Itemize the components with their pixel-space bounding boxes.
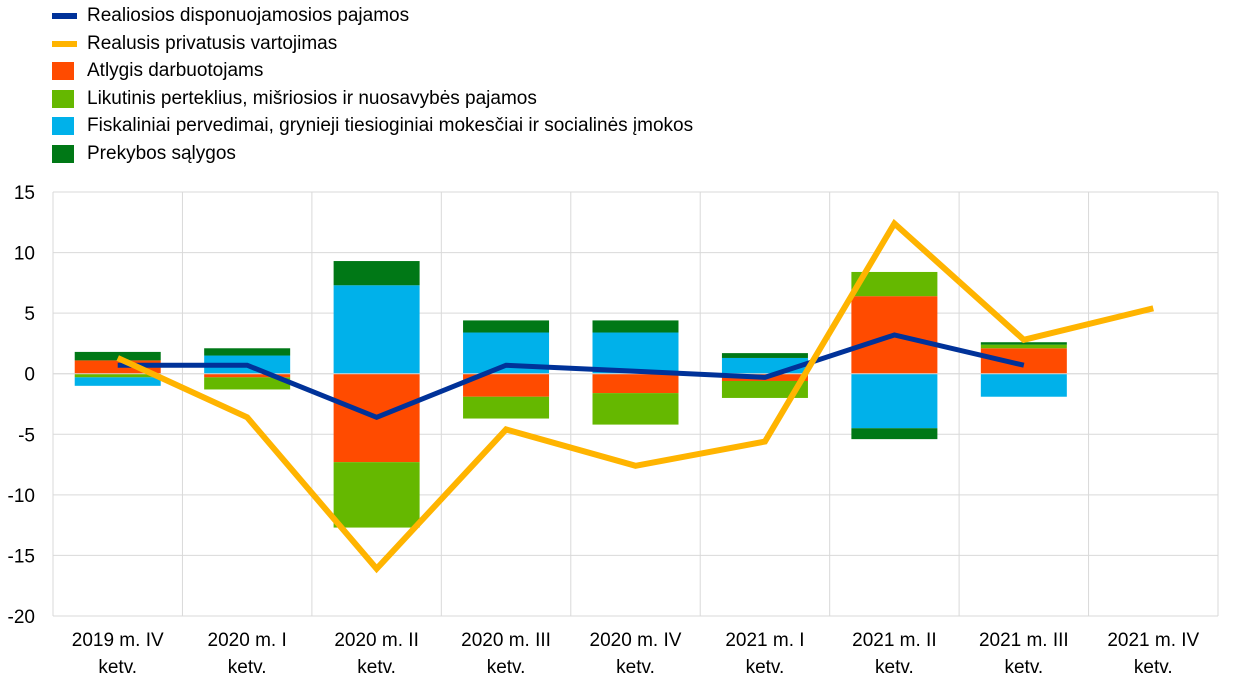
x-tick-label: 2020 m. II [334,630,419,651]
bar-segment-2 [592,393,679,425]
x-tick-label: 2020 m. I [208,630,287,651]
x-tick-label: 2021 m. III [979,630,1069,651]
bar-segment-3 [333,285,420,374]
legend-swatch-real-disposable-income [52,13,77,19]
legend-label-real-private-consumption: Realusis privatusis vartojimas [87,32,338,54]
x-tick-label: 2021 m. IV [1107,630,1199,651]
x-tick-label: ketv. [1004,657,1043,678]
legend-label-terms-of-trade: Prekybos sąlygos [87,142,236,164]
bar-segment-3 [74,377,161,386]
y-tick-label: -20 [8,607,35,628]
y-tick-label: 15 [14,183,35,204]
bar-segment-3 [851,373,938,429]
y-tick-label: 0 [24,365,35,386]
bar-segment-2 [721,380,808,398]
bar-segment-4 [74,351,161,361]
bar-segment-4 [204,348,291,356]
legend-label-fiscal-transfers: Fiskaliniai pervedimai, grynieji tiesiog… [87,115,694,137]
y-tick-label: -15 [8,546,35,567]
bar-segment-2 [980,344,1067,349]
x-tick-label: ketv. [875,657,914,678]
legend-swatch-fiscal-transfers [52,117,74,136]
y-tick-label: 10 [14,244,35,265]
bar-segment-1 [204,373,291,378]
line-series-2 [116,218,1154,574]
legend-swatch-real-private-consumption [52,40,77,47]
x-tick-label: ketv. [98,657,137,678]
line-series-1 [117,332,1025,421]
bar-segment-4 [592,320,679,333]
y-tick-label: -10 [8,486,35,507]
bar-segment-4 [980,342,1067,345]
bar-segment-4 [851,428,938,440]
x-tick-label: ketv. [357,657,396,678]
legend-swatch-compensation [52,62,74,81]
bar-segment-2 [74,373,161,378]
x-tick-label: 2019 m. IV [72,630,164,651]
x-tick-label: ketv. [487,657,526,678]
bar-segment-1 [463,373,550,397]
bar-segment-2 [333,462,420,528]
y-tick-label: 5 [24,304,35,325]
x-tick-label: ketv. [616,657,655,678]
legend-label-real-disposable-income: Realiosios disponuojamosios pajamos [87,5,410,26]
bar-segment-1 [592,373,679,394]
bar-segment-3 [980,373,1067,397]
bar-segment-3 [592,332,679,374]
y-tick-label: -5 [18,425,35,446]
legend-swatch-gross-operating-surplus [52,89,74,108]
x-tick-label: ketv. [228,657,267,678]
bar-segment-2 [463,396,550,419]
x-tick-label: ketv. [1134,657,1173,678]
x-tick-label: 2021 m. I [725,630,804,651]
bar-segment-1 [980,348,1067,374]
bar-segment-4 [721,353,808,358]
bar-segment-4 [333,261,420,286]
legend-label-gross-operating-surplus: Likutinis perteklius, mišriosios ir nuos… [87,87,537,109]
x-tick-label: 2021 m. II [852,630,937,651]
legend-label-compensation: Atlygis darbuotojams [87,60,264,82]
x-tick-label: ketv. [746,657,785,678]
x-tick-label: 2020 m. IV [590,630,682,651]
x-tick-label: 2020 m. III [461,630,551,651]
legend-swatch-terms-of-trade [52,144,74,163]
bar-segment-4 [463,320,550,333]
bar-segment-2 [204,377,291,390]
